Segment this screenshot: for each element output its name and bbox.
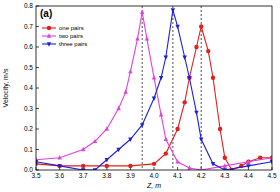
series-marker	[152, 75, 156, 79]
series-marker	[211, 76, 215, 80]
series-marker	[187, 76, 191, 80]
series-marker	[164, 151, 168, 155]
y-tick	[36, 108, 39, 109]
y-tick-label: 0.6	[24, 43, 33, 50]
y-tick-label: 0.8	[24, 2, 33, 9]
series-marker	[218, 127, 222, 131]
series-marker	[93, 139, 97, 143]
series-marker	[128, 137, 132, 141]
x-tick-label: 3.9	[126, 172, 135, 179]
series-line	[36, 27, 272, 171]
legend-label: three pairs	[59, 41, 87, 47]
series-marker	[175, 25, 179, 29]
x-tick-label: 4.0	[149, 172, 158, 179]
series-marker	[175, 159, 179, 163]
y-tick-label: 0.4	[24, 84, 33, 91]
series-line	[36, 12, 272, 170]
series-marker	[152, 162, 156, 166]
x-axis-label: Z, m	[146, 182, 161, 189]
chart-root: 3.53.63.73.83.94.04.14.24.34.44.50.00.10…	[0, 0, 280, 192]
x-tick-label: 3.6	[55, 172, 64, 179]
series-marker	[57, 155, 61, 159]
x-tick-label: 4.4	[244, 172, 253, 179]
series-marker	[223, 156, 227, 160]
legend-label: one pairs	[59, 25, 84, 31]
series-marker	[182, 55, 186, 59]
series-marker	[199, 137, 203, 141]
series-marker	[116, 106, 120, 110]
y-tick	[36, 149, 39, 150]
legend-marker	[47, 33, 51, 37]
series-marker	[105, 126, 109, 130]
series-marker	[145, 36, 149, 40]
series-marker	[81, 147, 85, 151]
series-marker	[128, 164, 132, 168]
x-tick-label: 3.7	[79, 172, 88, 179]
x-tick-label: 4.5	[267, 172, 276, 179]
series-marker	[105, 158, 109, 162]
series-marker	[182, 100, 186, 104]
y-tick-label: 0.2	[24, 125, 33, 132]
y-tick	[36, 88, 39, 89]
legend-marker	[47, 42, 51, 46]
y-tick	[36, 67, 39, 68]
reference-line	[172, 6, 173, 170]
series-marker	[199, 24, 203, 28]
series-marker	[246, 159, 250, 163]
series-marker	[206, 49, 210, 53]
series-marker	[187, 76, 191, 80]
y-tick-label: 0.7	[24, 23, 33, 30]
series-marker	[194, 111, 198, 115]
series-marker	[223, 163, 227, 167]
series-marker	[135, 36, 139, 40]
y-tick-label: 0.0	[24, 166, 33, 173]
series-marker	[123, 89, 127, 93]
x-tick-label: 4.2	[197, 172, 206, 179]
x-tick-label: 4.1	[173, 172, 182, 179]
series-marker	[140, 123, 144, 127]
series-marker	[105, 164, 109, 168]
series-marker	[57, 164, 61, 168]
y-tick-label: 0.5	[24, 64, 33, 71]
series-line	[36, 10, 272, 170]
y-tick-label: 0.1	[24, 146, 33, 153]
x-tick-label: 3.8	[102, 172, 111, 179]
series-marker	[116, 148, 120, 152]
series-marker	[175, 127, 179, 131]
x-tick	[154, 167, 155, 170]
chart-svg: 3.53.63.73.83.94.04.14.24.34.44.50.00.10…	[0, 0, 280, 192]
legend-marker	[47, 26, 51, 30]
series-marker	[152, 96, 156, 100]
series-marker	[159, 76, 163, 80]
plot-data	[36, 8, 272, 170]
series-marker	[164, 55, 168, 59]
plot-frame	[36, 6, 272, 170]
series-marker	[128, 69, 132, 73]
series-marker	[159, 112, 163, 116]
y-tick	[36, 26, 39, 27]
title: (a)	[40, 8, 52, 19]
series-marker	[164, 137, 168, 141]
series-marker	[140, 10, 144, 14]
y-tick-label: 0.3	[24, 105, 33, 112]
series-marker	[187, 165, 191, 169]
reference-line	[201, 6, 202, 170]
series-marker	[246, 164, 250, 168]
x-tick	[177, 167, 178, 170]
series-marker	[194, 45, 198, 49]
y-tick	[36, 129, 39, 130]
reference-line	[142, 6, 143, 170]
x-tick-label: 4.3	[220, 172, 229, 179]
y-axis-label: Velocity, m/s	[2, 68, 10, 107]
series-marker	[171, 8, 175, 12]
series-marker	[81, 164, 85, 168]
y-tick	[36, 47, 39, 48]
legend-label: two pairs	[59, 33, 83, 39]
series-marker	[211, 162, 215, 166]
